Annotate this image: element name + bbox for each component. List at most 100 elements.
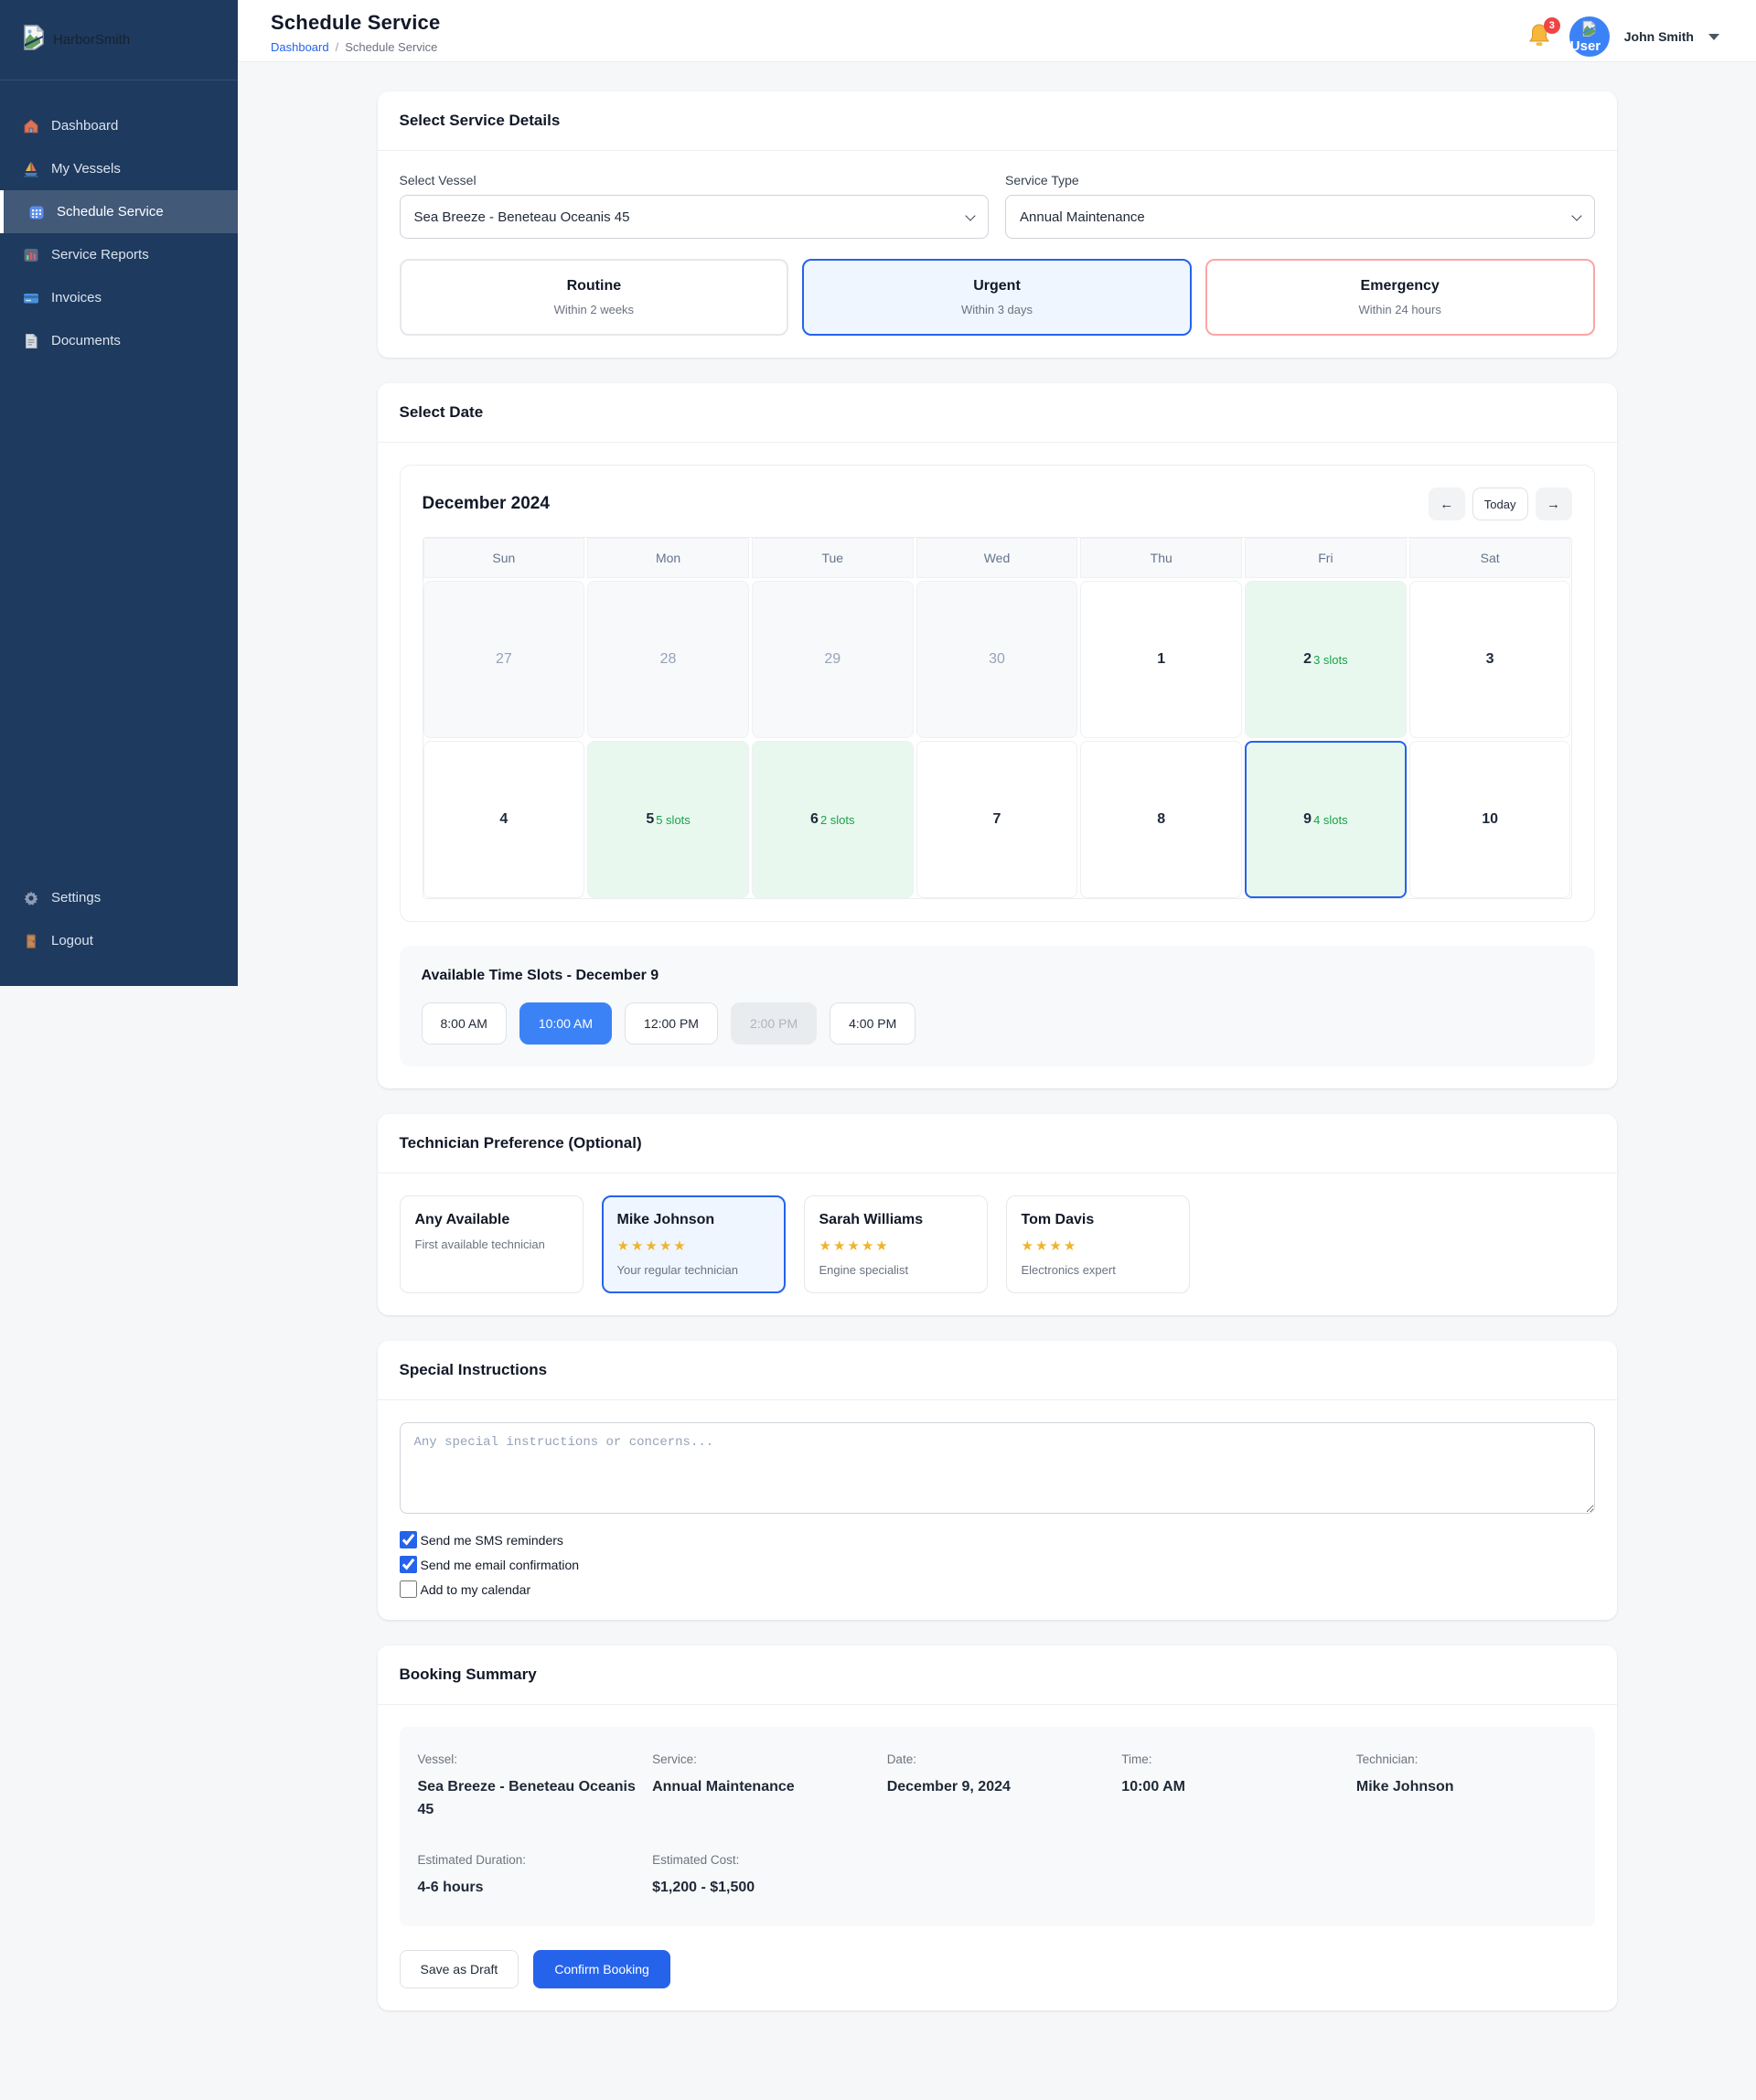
calendar-day-10[interactable]: 10 (1408, 741, 1571, 898)
service-type-select[interactable]: Annual Maintenance (1005, 195, 1595, 239)
sidebar-item-invoices[interactable]: Invoices (0, 276, 238, 319)
calendar-icon (27, 203, 45, 220)
calendar-day-27: 27 (423, 581, 585, 738)
technician-sarah-williams[interactable]: Sarah Williams ★★★★★ Engine specialist (803, 1195, 988, 1293)
priority-routine[interactable]: Routine Within 2 weeks (399, 259, 789, 336)
priority-emergency[interactable]: Emergency Within 24 hours (1205, 259, 1595, 336)
add-to-calendar-checkbox[interactable] (399, 1580, 417, 1598)
calendar-day-28: 28 (587, 581, 749, 738)
sidebar-item-service-reports[interactable]: Service Reports (0, 233, 238, 276)
calendar-prev-button[interactable]: ← (1428, 488, 1465, 520)
star-rating: ★★★★ (1021, 1238, 1078, 1254)
time-slot-10am-selected[interactable]: 10:00 AM (519, 1002, 613, 1045)
sidebar-item-logout[interactable]: Logout (0, 919, 238, 962)
booking-summary-card: Booking Summary Vessel: Sea Breeze - Ben… (377, 1645, 1617, 2011)
special-instructions-input[interactable] (399, 1422, 1595, 1514)
header-actions: 3 User John Smith (1527, 16, 1719, 57)
weekday-header: Sat (1408, 538, 1571, 578)
sidebar-item-dashboard[interactable]: Dashboard (0, 104, 238, 147)
card-header: Booking Summary (377, 1645, 1617, 1705)
time-slot-12pm[interactable]: 12:00 PM (625, 1002, 718, 1045)
breadcrumb-dashboard-link[interactable]: Dashboard (271, 40, 329, 54)
calendar-day-8[interactable]: 8 (1080, 741, 1243, 898)
sidebar: HarborSmith Dashboard My Vessels Schedul… (0, 0, 238, 986)
card-header: Select Service Details (377, 91, 1617, 151)
priority-options: Routine Within 2 weeks Urgent Within 3 d… (399, 259, 1595, 336)
calendar-month-title: December 2024 (422, 494, 550, 513)
notifications-button[interactable]: 3 (1527, 17, 1560, 52)
email-confirmation-option[interactable]: Send me email confirmation (399, 1556, 1595, 1573)
time-slot-4pm[interactable]: 4:00 PM (830, 1002, 916, 1045)
summary-duration: Estimated Duration: 4-6 hours (417, 1852, 527, 1895)
sidebar-item-documents[interactable]: Documents (0, 319, 238, 362)
slots-count: 5 slots (656, 812, 691, 827)
sidebar-item-label: Service Reports (51, 247, 149, 262)
calendar-day-4[interactable]: 4 (423, 741, 585, 898)
home-icon (22, 117, 39, 134)
calendar-day-1[interactable]: 1 (1080, 581, 1243, 738)
sidebar-item-label: My Vessels (51, 161, 121, 177)
service-type-field: Service Type Annual Maintenance (1005, 173, 1595, 239)
vessel-field: Select Vessel Sea Breeze - Beneteau Ocea… (399, 173, 989, 239)
credit-card-icon (22, 289, 39, 306)
sidebar-item-label: Invoices (51, 290, 102, 305)
time-slots-panel: Available Time Slots - December 9 8:00 A… (399, 946, 1595, 1066)
gear-icon (22, 889, 39, 906)
card-body: Any Available First available technician… (378, 1173, 1617, 1315)
technician-any-available[interactable]: Any Available First available technician (399, 1195, 584, 1293)
add-to-calendar-option[interactable]: Add to my calendar (399, 1580, 1595, 1598)
summary-vessel: Vessel: Sea Breeze - Beneteau Oceanis 45 (417, 1752, 636, 1817)
time-slot-2pm-disabled: 2:00 PM (730, 1002, 818, 1045)
top-header: Schedule Service Dashboard / Schedule Se… (238, 0, 1756, 62)
card-body: Vessel: Sea Breeze - Beneteau Oceanis 45… (378, 1705, 1617, 2010)
summary-time: Time: 10:00 AM (1121, 1752, 1185, 1795)
sidebar-item-label: Schedule Service (57, 204, 164, 220)
sidebar-item-schedule-service[interactable]: Schedule Service (0, 190, 238, 233)
bar-chart-icon (22, 246, 39, 263)
card-body: Send me SMS reminders Send me email conf… (378, 1400, 1617, 1620)
card-title: Select Service Details (399, 112, 561, 129)
sms-reminders-option[interactable]: Send me SMS reminders (399, 1531, 1595, 1548)
time-slot-8am[interactable]: 8:00 AM (421, 1002, 507, 1045)
calendar: December 2024 ← Today → Sun Mon T (399, 465, 1595, 922)
confirm-booking-button[interactable]: Confirm Booking (533, 1950, 670, 1989)
calendar-day-3[interactable]: 3 (1408, 581, 1571, 738)
avatar[interactable]: User (1569, 16, 1610, 57)
email-confirmation-checkbox[interactable] (399, 1556, 417, 1573)
summary-service: Service: Annual Maintenance (652, 1752, 795, 1795)
sms-reminders-checkbox[interactable] (399, 1531, 417, 1548)
chevron-down-icon[interactable] (1708, 33, 1719, 40)
summary-cost: Estimated Cost: $1,200 - $1,500 (652, 1852, 755, 1895)
calendar-today-button[interactable]: Today (1472, 488, 1528, 520)
priority-urgent[interactable]: Urgent Within 3 days (802, 259, 1192, 336)
save-draft-button[interactable]: Save as Draft (399, 1950, 519, 1989)
vessel-select[interactable]: Sea Breeze - Beneteau Oceanis 45 (399, 195, 989, 239)
sidebar-item-label: Dashboard (51, 118, 119, 134)
brand: HarborSmith (0, 0, 238, 80)
sidebar-item-label: Logout (51, 933, 93, 948)
calendar-next-button[interactable]: → (1535, 488, 1572, 520)
vessel-label: Select Vessel (399, 173, 476, 188)
technician-card: Technician Preference (Optional) Any Ava… (377, 1114, 1617, 1315)
sailboat-icon (22, 160, 39, 177)
card-header: Special Instructions (377, 1341, 1617, 1400)
bell-icon (1527, 24, 1551, 52)
breadcrumb: Dashboard / Schedule Service (271, 40, 440, 54)
star-rating: ★★★★★ (616, 1238, 688, 1254)
card-body: Select Vessel Sea Breeze - Beneteau Ocea… (378, 151, 1617, 358)
technician-mike-johnson-selected[interactable]: Mike Johnson ★★★★★ Your regular technici… (601, 1195, 786, 1293)
summary-date: Date: December 9, 2024 (886, 1752, 1011, 1795)
avatar-alt-text: User (1569, 38, 1601, 54)
sidebar-item-settings[interactable]: Settings (0, 876, 238, 919)
calendar-day-7[interactable]: 7 (915, 741, 1078, 898)
card-title: Special Instructions (399, 1361, 548, 1378)
technician-tom-davis[interactable]: Tom Davis ★★★★ Electronics expert (1005, 1195, 1190, 1293)
calendar-day-30: 30 (915, 581, 1078, 738)
sidebar-item-my-vessels[interactable]: My Vessels (0, 147, 238, 190)
card-title: Booking Summary (399, 1666, 537, 1683)
